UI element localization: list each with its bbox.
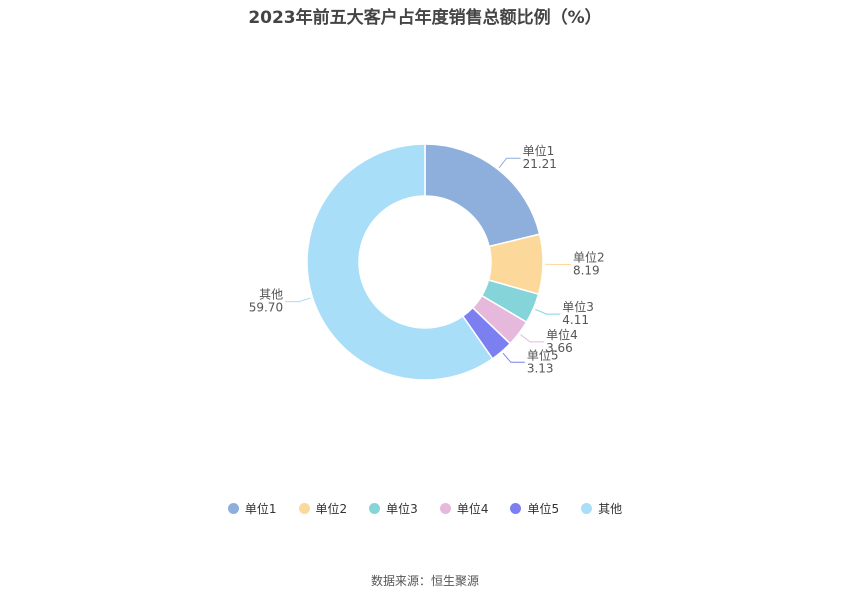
legend-item-单位1[interactable]: 单位1 [227,500,277,517]
legend-label: 单位5 [527,502,560,516]
chart-title: 2023年前五大客户占年度销售总额比例（%） [248,8,602,28]
slice-label-value: 3.13 [527,361,554,375]
legend-item-单位4[interactable]: 单位4 [439,500,489,517]
slice-label-value: 21.21 [523,157,557,171]
slice-其他 [306,143,494,381]
slice-label-name: 单位2 [573,250,605,265]
legend-swatch [439,503,451,514]
legend-label: 单位4 [456,502,489,516]
slice-label-value: 59.70 [249,301,283,315]
data-source: 数据来源：恒生聚源 [370,574,479,588]
slice-label-value: 3.66 [546,341,573,355]
leader-lines [285,157,571,363]
legend-swatch [227,503,239,514]
legend-item-单位3[interactable]: 单位3 [369,500,418,517]
legend-swatch [298,503,310,514]
slice-label-value: 8.19 [573,264,600,278]
legend-label: 单位1 [244,502,277,516]
leader-line-单位1 [498,157,521,168]
legend-label: 单位3 [386,502,418,516]
donut-slices [306,143,544,381]
legend-swatch [369,503,381,514]
legend-item-单位5[interactable]: 单位5 [510,500,559,517]
slice-label-name: 单位5 [527,347,559,362]
slice-label-value: 4.11 [562,313,589,327]
slice-label-name: 单位4 [546,327,578,342]
legend-swatch [510,503,522,514]
legend-label: 单位2 [315,502,348,516]
leader-line-其他 [285,297,311,303]
legend-item-其他[interactable]: 其他 [581,500,622,517]
legend-swatch [581,503,593,514]
slice-单位1 [424,143,541,248]
slice-label-name: 其他 [259,288,283,302]
legend-label: 其他 [598,502,623,516]
leader-line-单位3 [535,308,561,315]
slice-label-name: 单位1 [523,143,555,158]
legend-item-单位2[interactable]: 单位2 [298,500,348,517]
legend: 单位1 单位2 单位3 单位4 单位5 其他 [0,500,850,517]
leader-line-单位5 [502,352,525,363]
slice-label-name: 单位3 [562,299,594,314]
leader-line-单位4 [520,334,545,343]
